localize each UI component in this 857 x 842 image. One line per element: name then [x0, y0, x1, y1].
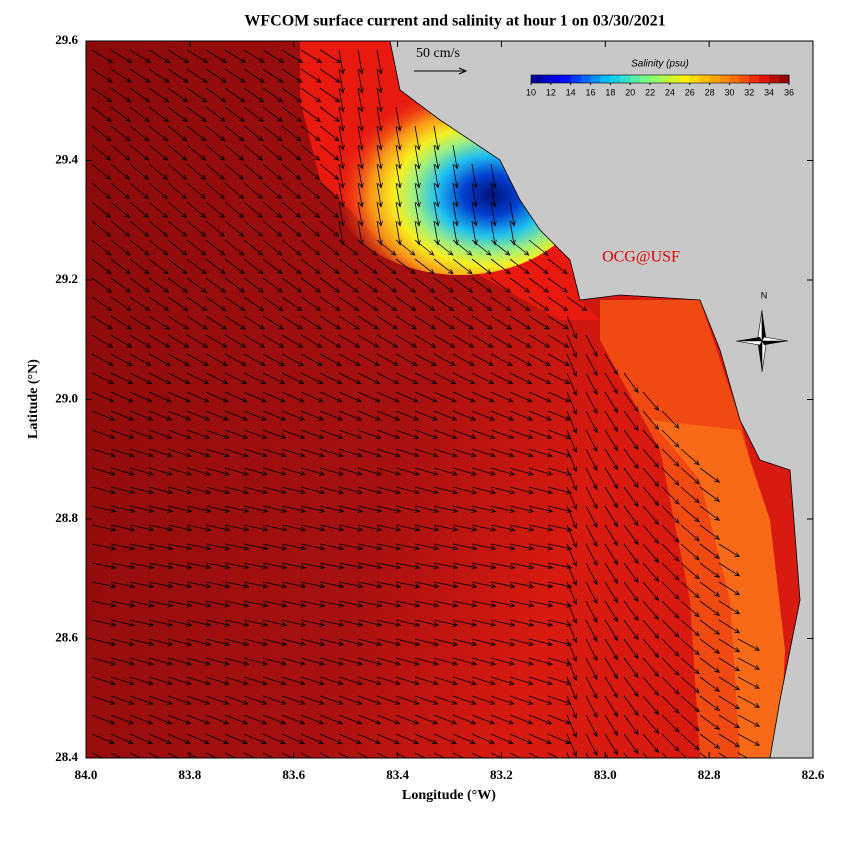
x-tick-label: 83.2: [490, 767, 513, 782]
colorbar-cell: [709, 75, 721, 83]
colorbar-cell: [640, 75, 651, 83]
colorbar-cell: [699, 75, 711, 83]
colorbar-tick-label: 16: [586, 87, 596, 97]
y-tick-label: 28.6: [55, 629, 78, 644]
colorbar-tick-label: 22: [645, 87, 655, 97]
colorbar-tick-label: 30: [724, 87, 734, 97]
colorbar-cell: [749, 75, 760, 83]
x-tick-label: 83.6: [282, 767, 305, 782]
title: WFCOM surface current and salinity at ho…: [244, 13, 665, 30]
colorbar-cell: [540, 75, 552, 83]
colorbar-tick-label: 14: [566, 87, 576, 97]
current-vectors: [91, 49, 761, 758]
colorbar-cell: [669, 75, 681, 83]
scale-label: 50 cm/s: [416, 46, 460, 61]
colorbar-cell: [660, 75, 671, 83]
colorbar-cell: [689, 75, 701, 83]
colorbar-tick-label: 24: [665, 87, 675, 97]
colorbar-cell: [650, 75, 661, 83]
credit: OCG@USF: [602, 249, 680, 266]
y-tick-label: 29.0: [55, 390, 78, 405]
colorbar-cell: [590, 75, 601, 83]
y-tick-label: 29.2: [55, 271, 78, 286]
y-tick-label: 29.6: [55, 32, 78, 47]
colorbar-cell: [531, 75, 542, 83]
x-tick-label: 82.8: [698, 767, 721, 782]
x-tick-label: 83.0: [594, 767, 617, 782]
colorbar-tick-label: 36: [784, 87, 794, 97]
colorbar-tick-label: 20: [625, 87, 635, 97]
colorbar-cell: [610, 75, 621, 83]
colorbar-cell: [779, 75, 790, 83]
colorbar-tick-label: 28: [705, 87, 715, 97]
colorbar-frame: [530, 74, 790, 84]
colorbar-cell: [600, 75, 611, 83]
y-tick-label: 28.8: [55, 510, 78, 525]
colorbar-cell: [620, 75, 631, 83]
map-field: [86, 41, 813, 758]
colorbar-tick-label: 10: [526, 87, 536, 97]
colorbar-cell: [679, 75, 691, 83]
colorbar-cell: [550, 75, 562, 83]
colorbar-tick-label: 34: [764, 87, 774, 97]
x-axis-label: Longitude (°W): [402, 788, 496, 803]
x-tick-label: 84.0: [75, 767, 98, 782]
colorbar-cell: [719, 75, 730, 83]
colorbar-cell: [739, 75, 750, 83]
colorbar-tick-label: 26: [685, 87, 695, 97]
y-tick-label: 29.4: [55, 151, 78, 166]
colorbar: 10 12 14 16 18 20 22 24 26 28 30 32 34 36: [526, 74, 794, 97]
colorbar-tick-label: 32: [744, 87, 754, 97]
colorbar-cell: [769, 75, 780, 83]
colorbar-cell: [570, 75, 582, 83]
x-tick-label: 83.4: [386, 767, 409, 782]
y-tick-label: 28.4: [55, 749, 78, 764]
scale-arrowhead: [458, 67, 468, 75]
colorbar-cell: [560, 75, 572, 83]
colorbar-tick-label: 12: [546, 87, 556, 97]
x-tick-label: 83.8: [178, 767, 201, 782]
north-label: N: [761, 290, 768, 300]
x-tick-label: 82.6: [802, 767, 825, 782]
colorbar-cell: [729, 75, 740, 83]
colorbar-title: Salinity (psu): [631, 59, 689, 70]
y-axis-label: Latitude (°N): [26, 359, 41, 439]
colorbar-cell: [630, 75, 641, 83]
colorbar-cell: [580, 75, 592, 83]
colorbar-tick-label: 18: [605, 87, 615, 97]
compass: [735, 309, 789, 373]
colorbar-cell: [759, 75, 770, 83]
